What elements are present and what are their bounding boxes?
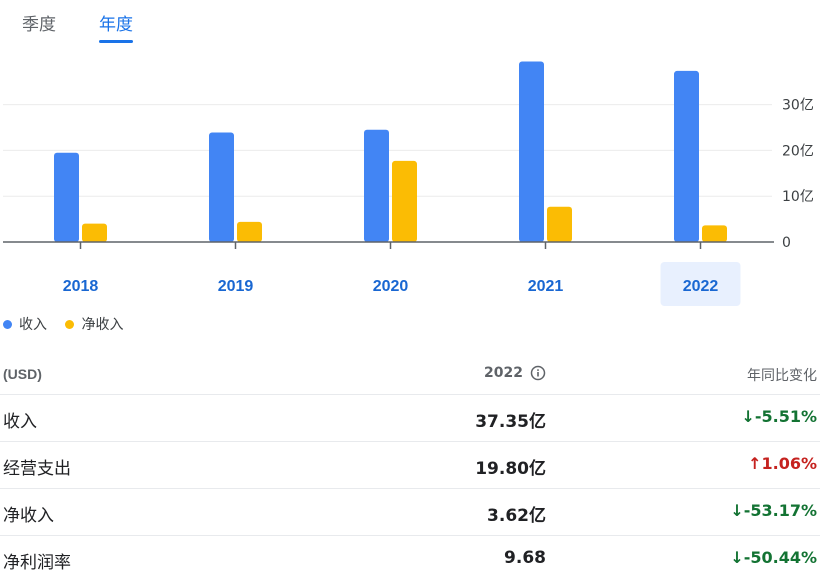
row-change: ↓-53.17% bbox=[730, 501, 817, 520]
y-tick-label: 0 bbox=[782, 235, 791, 251]
bar-revenue bbox=[209, 132, 234, 242]
legend-item-net-income: 净收入 bbox=[65, 314, 123, 334]
selected-year-highlight bbox=[660, 262, 741, 306]
y-tick-label: 30亿 bbox=[782, 98, 814, 114]
tab-quarterly-label: 季度 bbox=[22, 15, 56, 35]
bar-net-income bbox=[237, 221, 262, 242]
change-value: -5.51% bbox=[754, 407, 817, 426]
x-tick-label: 2020 bbox=[373, 278, 409, 295]
row-value: 3.62亿 bbox=[487, 506, 546, 526]
tab-annual-label: 年度 bbox=[99, 15, 133, 35]
x-tick-label: 2018 bbox=[63, 278, 99, 295]
info-icon[interactable] bbox=[530, 365, 546, 381]
bar-revenue bbox=[674, 70, 699, 242]
change-value: 1.06% bbox=[761, 454, 817, 473]
tab-active-indicator bbox=[99, 40, 133, 43]
change-value: -53.17% bbox=[743, 501, 817, 520]
header-yoy-change: 年同比变化 bbox=[747, 368, 817, 384]
bar-net-income bbox=[702, 225, 727, 242]
financials-table: (USD) 2022 年同比变化 收入 37.35亿 ↓-5.51% 经营支出 … bbox=[0, 352, 820, 582]
arrow-up-icon: ↑ bbox=[748, 454, 762, 473]
row-change: ↓-5.51% bbox=[741, 407, 817, 426]
legend-dot-net-income bbox=[65, 319, 75, 329]
row-label: 净收入 bbox=[3, 506, 54, 526]
arrow-down-icon: ↓ bbox=[730, 501, 744, 520]
legend-item-revenue: 收入 bbox=[3, 314, 47, 334]
table-header: (USD) 2022 年同比变化 bbox=[0, 352, 820, 395]
row-change: ↑1.06% bbox=[748, 454, 817, 473]
header-currency: (USD) bbox=[3, 366, 42, 382]
tab-annual[interactable]: 年度 bbox=[99, 10, 133, 43]
arrow-down-icon: ↓ bbox=[730, 548, 744, 567]
period-tabs: 季度 年度 bbox=[0, 0, 828, 48]
row-label: 经营支出 bbox=[3, 459, 71, 479]
header-year-label: 2022 bbox=[484, 365, 523, 381]
bar-net-income bbox=[547, 206, 572, 242]
x-tick-label: 2022 bbox=[683, 278, 719, 295]
y-tick-label: 20亿 bbox=[782, 143, 814, 159]
row-value: 9.68 bbox=[504, 548, 546, 568]
legend-label-revenue: 收入 bbox=[19, 317, 47, 333]
bar-net-income bbox=[392, 160, 417, 242]
row-value: 19.80亿 bbox=[475, 459, 546, 479]
y-tick-label: 10亿 bbox=[782, 189, 814, 205]
row-label: 净利润率 bbox=[3, 553, 71, 573]
tab-quarterly[interactable]: 季度 bbox=[22, 10, 56, 35]
revenue-bar-chart: 0 10亿 20亿 30亿 2018 2019 2020 2021 2022 bbox=[3, 61, 814, 306]
change-value: -50.44% bbox=[743, 548, 817, 567]
bar-net-income bbox=[82, 223, 107, 242]
table-row: 净收入 3.62亿 ↓-53.17% bbox=[0, 489, 820, 536]
x-tick-label: 2019 bbox=[218, 278, 254, 295]
arrow-down-icon: ↓ bbox=[741, 407, 755, 426]
row-change: ↓-50.44% bbox=[730, 548, 817, 567]
bar-revenue bbox=[54, 152, 79, 242]
row-value: 37.35亿 bbox=[475, 412, 546, 432]
chart-legend: 收入 净收入 bbox=[3, 314, 137, 334]
x-tick-label: 2021 bbox=[528, 278, 564, 295]
bar-revenue bbox=[364, 129, 389, 242]
header-year: 2022 bbox=[484, 365, 546, 381]
table-row: 收入 37.35亿 ↓-5.51% bbox=[0, 395, 820, 442]
bar-revenue bbox=[519, 61, 544, 242]
legend-label-net-income: 净收入 bbox=[81, 317, 124, 333]
table-row: 经营支出 19.80亿 ↑1.06% bbox=[0, 442, 820, 489]
table-row: 净利润率 9.68 ↓-50.44% bbox=[0, 536, 820, 582]
row-label: 收入 bbox=[3, 412, 37, 432]
legend-dot-revenue bbox=[3, 319, 12, 329]
